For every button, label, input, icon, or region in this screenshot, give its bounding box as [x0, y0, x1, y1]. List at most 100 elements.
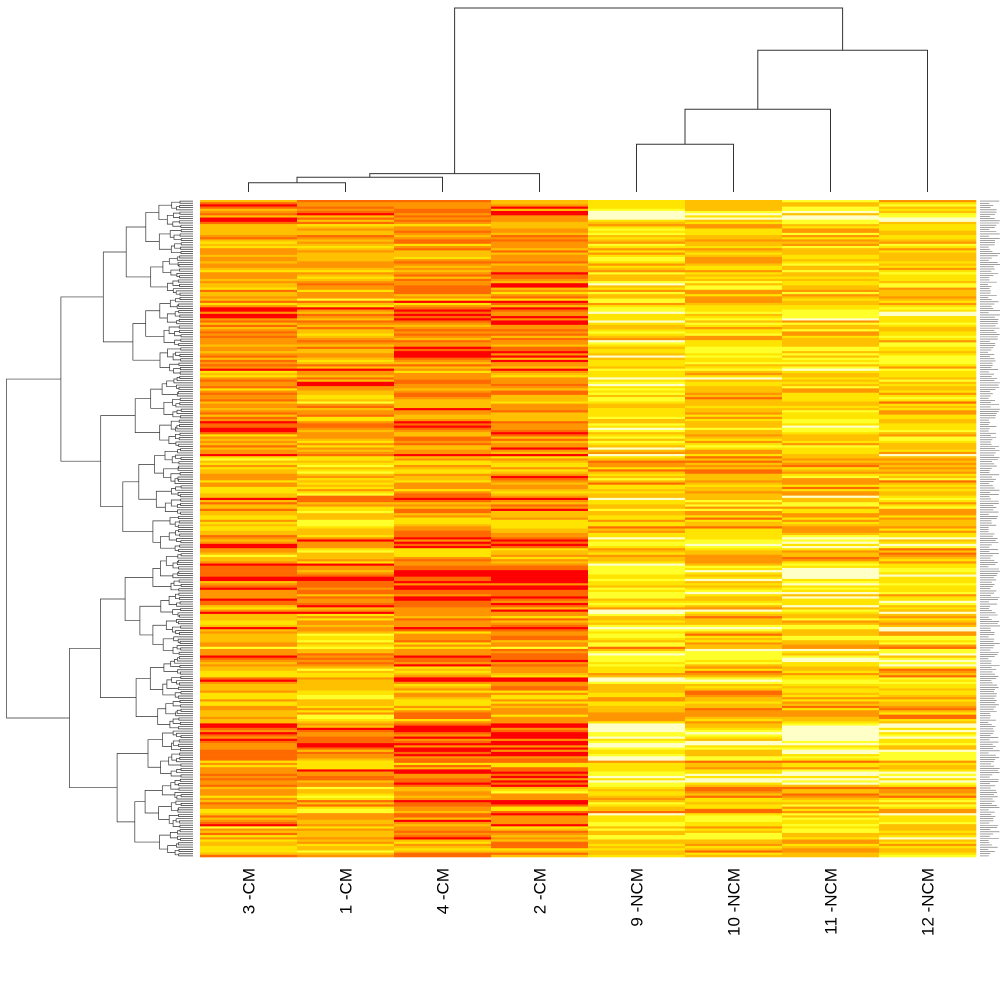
- heatmap-cell: [685, 659, 783, 663]
- heatmap-cell: [200, 548, 298, 551]
- heatmap-cell: [685, 394, 783, 398]
- heatmap-cell: [297, 504, 395, 507]
- heatmap-cell: [200, 226, 298, 229]
- heatmap-cell: [491, 368, 589, 372]
- heatmap-cell: [491, 333, 589, 337]
- heatmap-cell: [685, 335, 783, 339]
- heatmap-cell: [394, 298, 492, 302]
- heatmap-cell: [200, 377, 298, 380]
- heatmap-cell: [394, 613, 492, 617]
- heatmap-cell: [394, 598, 492, 602]
- heatmap-cell: [200, 824, 298, 827]
- heatmap-cell: [685, 530, 783, 534]
- heatmap-cell: [200, 335, 298, 339]
- heatmap-cell: [782, 355, 880, 358]
- heatmap-cell: [491, 458, 589, 461]
- heatmap-cell: [782, 322, 880, 326]
- heatmap-cell: [200, 848, 298, 851]
- heatmap-cell: [394, 830, 492, 834]
- heatmap-cell: [394, 478, 492, 481]
- heatmap-cell: [394, 340, 492, 343]
- heatmap-cell: [879, 721, 977, 724]
- heatmap-cell: [200, 388, 298, 391]
- heatmap-cell: [297, 502, 395, 505]
- heatmap-cell: [782, 333, 880, 337]
- heatmap-cell: [879, 539, 977, 542]
- heatmap-cell: [297, 638, 395, 641]
- heatmap-cell: [685, 419, 783, 422]
- heatmap-cell: [588, 265, 686, 269]
- heatmap-cell: [491, 655, 589, 659]
- heatmap-cell: [879, 710, 977, 713]
- heatmap-cell: [394, 489, 492, 492]
- heatmap-cell: [685, 613, 783, 617]
- heatmap-cell: [685, 337, 783, 341]
- heatmap-cell: [200, 789, 298, 792]
- heatmap-cell: [782, 340, 880, 343]
- heatmap-cell: [394, 232, 492, 236]
- heatmap-cell: [394, 344, 492, 348]
- heatmap-cell: [200, 296, 298, 299]
- column-labels: 3 -CM 1 -CM 4 -CM 2 -CM 9 -NCM 10 -NCM 11 -NCM…: [240, 868, 938, 936]
- heatmap-cell: [491, 581, 589, 584]
- heatmap-cell: [394, 749, 492, 753]
- heatmap-cell: [491, 475, 589, 479]
- heatmap-cell: [685, 403, 783, 407]
- heatmap-cell: [588, 574, 686, 577]
- heatmap-cell: [588, 683, 686, 687]
- heatmap-cell: [491, 484, 589, 488]
- heatmap-cell: [394, 221, 492, 225]
- heatmap-cell: [394, 322, 492, 326]
- heatmap-cell: [491, 675, 589, 678]
- heatmap-cell: [200, 410, 298, 413]
- heatmap-cell: [491, 721, 589, 724]
- heatmap-cell: [200, 754, 298, 757]
- heatmap-cell: [685, 206, 783, 210]
- heatmap-cell: [588, 662, 686, 665]
- heatmap-cell: [685, 427, 783, 431]
- heatmap-cell: [491, 627, 589, 630]
- heatmap-cell: [491, 515, 589, 518]
- heatmap-cell: [297, 232, 395, 236]
- heatmap-cell: [879, 513, 977, 516]
- heatmap-cell: [394, 364, 492, 367]
- heatmap-cell: [685, 230, 783, 234]
- heatmap-cell: [879, 653, 977, 656]
- heatmap-cell: [297, 703, 395, 707]
- heatmap-cell: [297, 274, 395, 277]
- heatmap-cell: [588, 226, 686, 229]
- heatmap-cell: [588, 668, 686, 672]
- heatmap-cell: [588, 462, 686, 466]
- heatmap-cell: [588, 609, 686, 613]
- heatmap-cell: [685, 655, 783, 659]
- heatmap-cell: [588, 232, 686, 236]
- heatmap-cell: [782, 362, 880, 365]
- heatmap-cell: [879, 504, 977, 507]
- heatmap-cell: [879, 486, 977, 490]
- heatmap-cell: [879, 405, 977, 409]
- heatmap-cell: [200, 543, 298, 547]
- heatmap-cell: [297, 786, 395, 790]
- heatmap-cell: [200, 811, 298, 814]
- heatmap-cell: [685, 642, 783, 645]
- heatmap-cell: [200, 521, 298, 525]
- heatmap-cell: [394, 618, 492, 621]
- heatmap-cell: [394, 835, 492, 838]
- heatmap-cell: [491, 778, 589, 781]
- heatmap-cell: [879, 517, 977, 521]
- heatmap-cell: [782, 445, 880, 448]
- heatmap-cell: [394, 594, 492, 597]
- heatmap-cell: [491, 602, 589, 606]
- heatmap-cell: [782, 541, 880, 545]
- heatmap-cell: [200, 800, 298, 803]
- heatmap-cell: [588, 500, 686, 503]
- heatmap-cell: [782, 458, 880, 461]
- heatmap-cell: [879, 535, 977, 538]
- heatmap-cell: [297, 278, 395, 282]
- heatmap-cell: [297, 370, 395, 374]
- heatmap-cell: [588, 664, 686, 667]
- heatmap-cell: [200, 828, 298, 832]
- heatmap-cell: [879, 760, 977, 764]
- heatmap-cell: [491, 771, 589, 775]
- heatmap-cell: [491, 683, 589, 687]
